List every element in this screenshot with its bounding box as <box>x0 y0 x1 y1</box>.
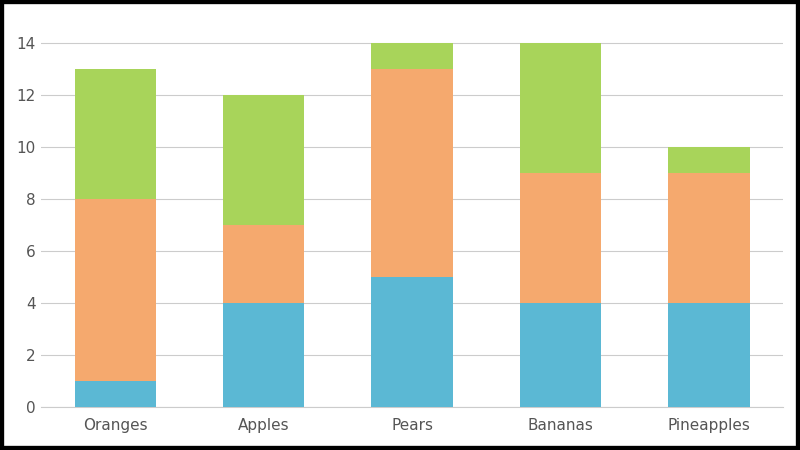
Bar <box>668 147 750 173</box>
Bar <box>520 173 602 303</box>
Bar <box>223 95 305 225</box>
Bar <box>223 225 305 303</box>
Bar <box>668 303 750 407</box>
Bar <box>371 69 453 277</box>
Bar <box>520 43 602 173</box>
Bar <box>371 43 453 69</box>
Bar <box>74 381 156 407</box>
Bar <box>223 303 305 407</box>
Bar <box>74 199 156 381</box>
Bar <box>520 303 602 407</box>
Bar <box>668 173 750 303</box>
Bar <box>74 69 156 199</box>
Bar <box>371 277 453 407</box>
